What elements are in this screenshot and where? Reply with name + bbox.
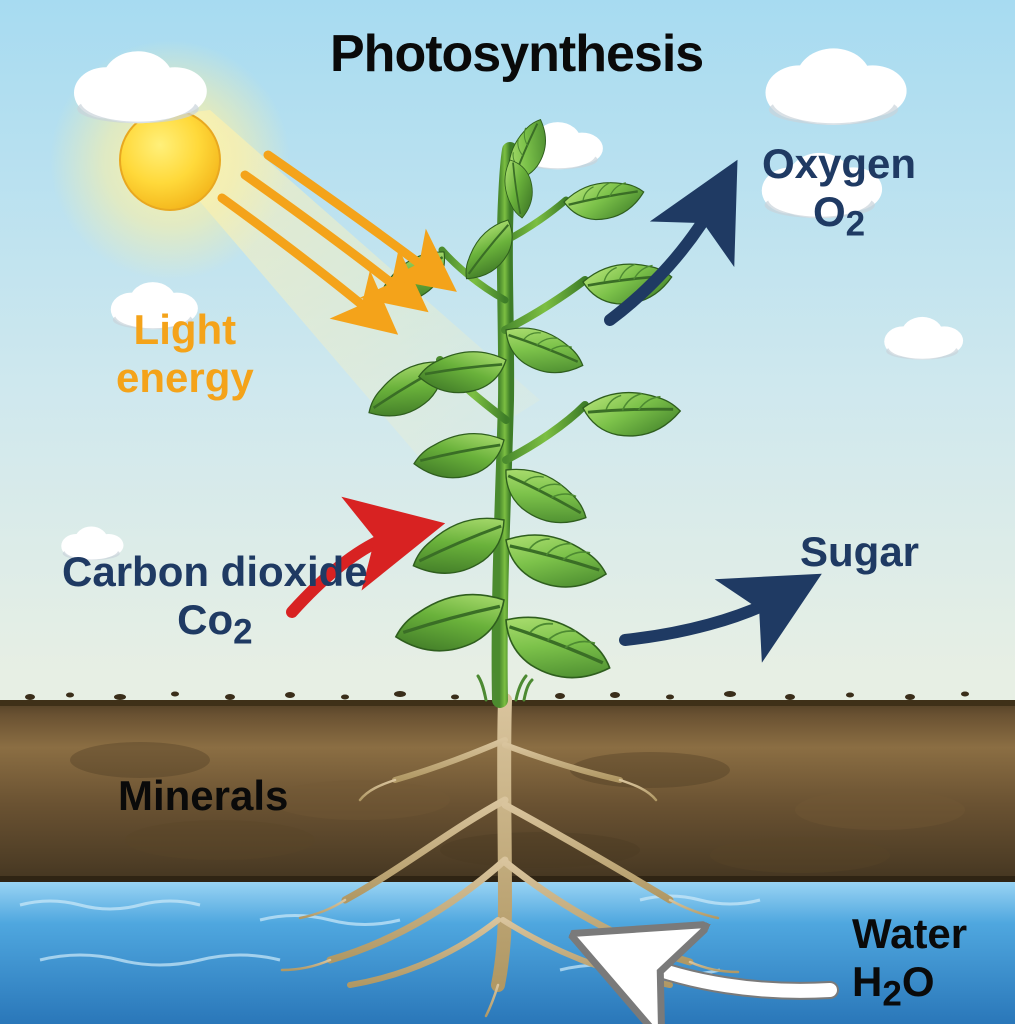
- diagram-title: Photosynthesis: [330, 24, 703, 84]
- label-light-line2: energy: [116, 354, 254, 402]
- sun-icon: [120, 110, 220, 210]
- label-water-formula-base: H: [852, 958, 882, 1005]
- label-light-energy: Light energy: [116, 306, 254, 403]
- label-oxygen-formula-sub: 2: [846, 205, 865, 244]
- label-co2-formula: Co2: [62, 596, 368, 653]
- label-water-formula-sub: 2: [882, 975, 901, 1014]
- label-oxygen-formula-base: O: [813, 188, 846, 235]
- label-minerals: Minerals: [118, 772, 288, 820]
- label-water-formula-suffix: O: [902, 958, 935, 1005]
- label-oxygen-text: Oxygen: [762, 140, 916, 187]
- label-co2-text: Carbon dioxide: [62, 548, 368, 595]
- label-co2: Carbon dioxide Co2: [62, 548, 368, 653]
- label-oxygen: Oxygen O2: [762, 140, 916, 245]
- label-co2-formula-base: Co: [177, 596, 233, 643]
- label-sugar: Sugar: [800, 528, 919, 576]
- label-oxygen-formula: O2: [762, 188, 916, 245]
- label-co2-formula-sub: 2: [233, 613, 252, 652]
- label-water-formula: H2O: [852, 958, 967, 1015]
- label-water-text: Water: [852, 910, 967, 957]
- photosynthesis-diagram: Photosynthesis Light energy Oxygen O2 Ca…: [0, 0, 1015, 1024]
- label-water: Water H2O: [852, 910, 967, 1015]
- label-light-line1: Light: [134, 306, 237, 353]
